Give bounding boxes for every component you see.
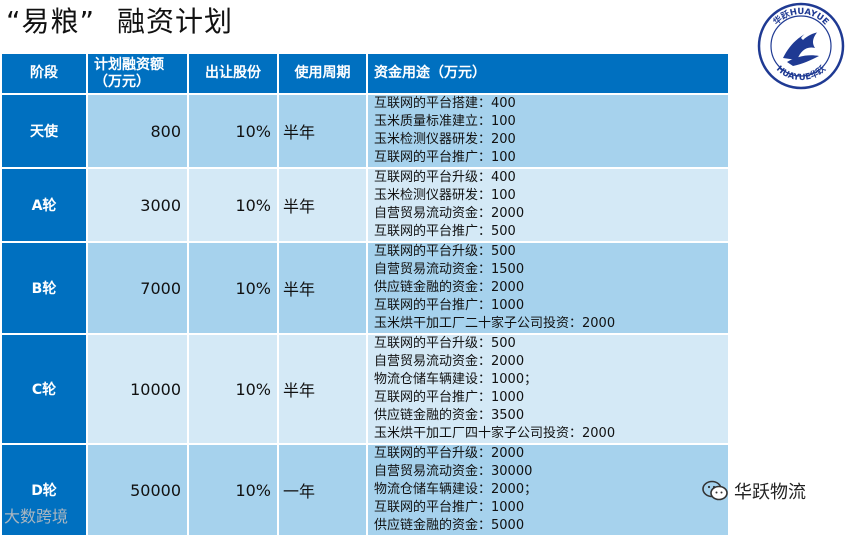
use-line: 互联网的平台升级：400 bbox=[374, 170, 516, 185]
financing-plan-table: 阶段 计划融资额 （万元） 出让股份 使用周期 资金用途（万元） 天使 800 1… bbox=[0, 52, 730, 537]
cell-amount: 7000 bbox=[86, 241, 189, 335]
header-use: 资金用途（万元） bbox=[366, 52, 730, 95]
use-line: 自营贸易流动资金：1500 bbox=[374, 262, 525, 277]
use-line: 互联网的平台推广：500 bbox=[374, 224, 516, 239]
use-line: 物流仓储车辆建设：1000； bbox=[374, 372, 538, 387]
cell-uses: 互联网的平台升级：400 玉米检测仪器研发：100 自营贸易流动资金：2000 … bbox=[366, 167, 730, 243]
use-line: 自营贸易流动资金：2000 bbox=[374, 206, 525, 221]
cell-stage: D轮 bbox=[0, 443, 88, 537]
use-line: 互联网的平台升级：500 bbox=[374, 244, 516, 259]
use-line: 互联网的平台升级：500 bbox=[374, 336, 516, 351]
cell-amount: 3000 bbox=[86, 167, 189, 243]
use-line: 玉米检测仪器研发：200 bbox=[374, 132, 516, 147]
watermark-right: 华跃物流 bbox=[702, 478, 806, 504]
header-amount-line2: （万元） bbox=[94, 73, 150, 90]
use-line: 玉米检测仪器研发：100 bbox=[374, 188, 516, 203]
table-header-row: 阶段 计划融资额 （万元） 出让股份 使用周期 资金用途（万元） bbox=[0, 52, 730, 95]
watermark-right-text: 华跃物流 bbox=[734, 482, 806, 503]
table-body: 天使 800 10% 半年 互联网的平台搭建：400 玉米质量标准建立：100 … bbox=[0, 93, 730, 537]
cell-amount: 50000 bbox=[86, 443, 189, 537]
wechat-icon bbox=[702, 480, 728, 501]
use-line: 互联网的平台推广：1000 bbox=[374, 298, 525, 313]
cell-share: 10% bbox=[187, 333, 279, 445]
cell-stage: 天使 bbox=[0, 93, 88, 169]
use-line: 供应链金融的资金：3500 bbox=[374, 408, 525, 423]
huayue-logo-icon: 华跃HUAYUE HUAYUE华跃 bbox=[757, 2, 845, 90]
table-row: 天使 800 10% 半年 互联网的平台搭建：400 玉米质量标准建立：100 … bbox=[0, 93, 730, 169]
cell-share: 10% bbox=[187, 241, 279, 335]
use-line: 互联网的平台推广：1000 bbox=[374, 500, 525, 515]
cell-stage: A轮 bbox=[0, 167, 88, 243]
table-row: B轮 7000 10% 半年 互联网的平台升级：500 自营贸易流动资金：150… bbox=[0, 241, 730, 335]
use-line: 自营贸易流动资金：30000 bbox=[374, 464, 533, 479]
cell-period: 半年 bbox=[277, 167, 368, 243]
cell-uses: 互联网的平台搭建：400 玉米质量标准建立：100 玉米检测仪器研发：200 互… bbox=[366, 93, 730, 169]
cell-period: 半年 bbox=[277, 241, 368, 335]
table-row: D轮 50000 10% 一年 互联网的平台升级：2000 自营贸易流动资金：3… bbox=[0, 443, 730, 537]
use-line: 供应链金融的资金：5000 bbox=[374, 518, 525, 533]
cell-amount: 800 bbox=[86, 93, 189, 169]
use-line: 玉米烘干加工厂四十家子公司投资：2000 bbox=[374, 426, 616, 441]
watermark-left-text: 大数跨境 bbox=[4, 507, 69, 526]
use-line: 供应链金融的资金：2000 bbox=[374, 280, 525, 295]
title-subject: 融资计划 bbox=[117, 5, 234, 38]
cell-stage: C轮 bbox=[0, 333, 88, 445]
use-line: 物流仓储车辆建设：2000； bbox=[374, 482, 538, 497]
cell-stage: B轮 bbox=[0, 241, 88, 335]
cell-uses: 互联网的平台升级：2000 自营贸易流动资金：30000 物流仓储车辆建设：20… bbox=[366, 443, 730, 537]
use-line: 互联网的平台推广：1000 bbox=[374, 390, 525, 405]
cell-period: 半年 bbox=[277, 333, 368, 445]
cell-uses: 互联网的平台升级：500 自营贸易流动资金：2000 物流仓储车辆建设：1000… bbox=[366, 333, 730, 445]
header-amount: 计划融资额 （万元） bbox=[86, 52, 189, 95]
use-line: 互联网的平台推广：100 bbox=[374, 150, 516, 165]
use-line: 玉米质量标准建立：100 bbox=[374, 114, 516, 129]
use-line: 互联网的平台搭建：400 bbox=[374, 96, 516, 111]
slide-title: “易粮” 融资计划 bbox=[6, 2, 233, 42]
cell-share: 10% bbox=[187, 167, 279, 243]
header-amount-line1: 计划融资额 bbox=[94, 56, 164, 73]
header-period: 使用周期 bbox=[277, 52, 368, 95]
table-row: C轮 10000 10% 半年 互联网的平台升级：500 自营贸易流动资金：20… bbox=[0, 333, 730, 445]
header-share: 出让股份 bbox=[187, 52, 279, 95]
use-line: 自营贸易流动资金：2000 bbox=[374, 354, 525, 369]
use-line: 玉米烘干加工厂二十家子公司投资：2000 bbox=[374, 316, 616, 331]
cell-period: 一年 bbox=[277, 443, 368, 537]
title-brand: “易粮” bbox=[6, 5, 96, 38]
cell-period: 半年 bbox=[277, 93, 368, 169]
use-line: 互联网的平台升级：2000 bbox=[374, 446, 525, 461]
watermark-left: 大数跨境 bbox=[4, 503, 68, 527]
table-row: A轮 3000 10% 半年 互联网的平台升级：400 玉米检测仪器研发：100… bbox=[0, 167, 730, 243]
header-stage: 阶段 bbox=[0, 52, 88, 95]
cell-uses: 互联网的平台升级：500 自营贸易流动资金：1500 供应链金融的资金：2000… bbox=[366, 241, 730, 335]
cell-amount: 10000 bbox=[86, 333, 189, 445]
cell-share: 10% bbox=[187, 443, 279, 537]
cell-share: 10% bbox=[187, 93, 279, 169]
